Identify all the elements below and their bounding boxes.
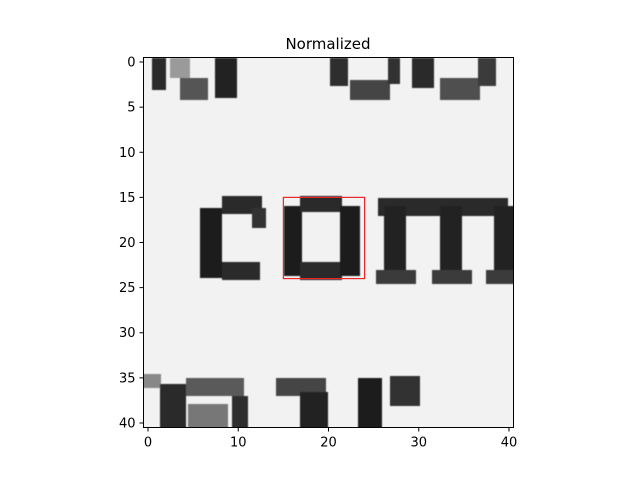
y-axis: 0 5 10 15 20 25 30 35 40 — [119, 56, 144, 431]
x-tick-label: 10 — [230, 436, 247, 451]
heatmap-image — [143, 57, 514, 428]
y-tick-label: 20 — [119, 236, 136, 251]
y-tick-label: 40 — [119, 416, 136, 431]
y-tick-label: 35 — [119, 371, 136, 386]
y-tick-label: 30 — [119, 326, 136, 341]
y-tick-label: 0 — [127, 56, 135, 71]
highlight-box — [282, 196, 366, 280]
y-tick-label: 25 — [119, 281, 136, 296]
y-tick-label: 5 — [127, 101, 135, 116]
x-tick-label: 40 — [501, 436, 518, 451]
x-tick-label: 0 — [144, 436, 152, 451]
text-glyphs — [143, 58, 514, 428]
y-tick-label: 10 — [119, 146, 136, 161]
x-tick-label: 20 — [320, 436, 337, 451]
y-tick-label: 15 — [119, 191, 136, 206]
chart-title: Normalized — [285, 35, 370, 53]
x-tick-label: 30 — [410, 436, 427, 451]
x-axis: 0 10 20 30 40 — [144, 427, 518, 451]
